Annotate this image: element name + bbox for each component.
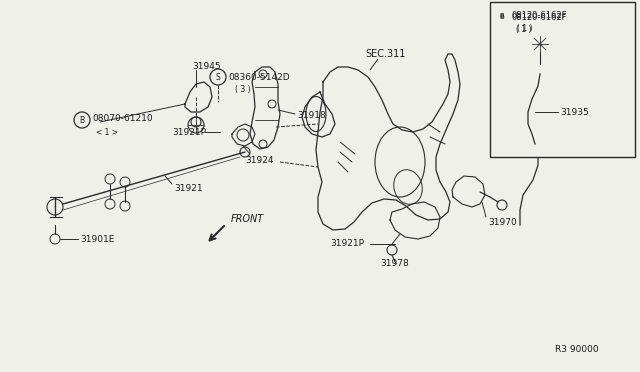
Text: 31921P: 31921P xyxy=(172,128,206,137)
Text: FRONT: FRONT xyxy=(231,214,264,224)
Text: 08070-61210: 08070-61210 xyxy=(92,113,152,122)
Text: 31901E: 31901E xyxy=(80,234,115,244)
Text: B: B xyxy=(79,115,84,125)
Text: ( 1 ): ( 1 ) xyxy=(517,23,532,32)
Text: 31918: 31918 xyxy=(297,110,326,119)
Text: 08360-5142D: 08360-5142D xyxy=(228,73,290,81)
Text: B: B xyxy=(500,14,504,20)
Text: S: S xyxy=(216,73,220,81)
Text: 31970: 31970 xyxy=(488,218,516,227)
Text: 31921P: 31921P xyxy=(330,240,364,248)
Text: < 1 >: < 1 > xyxy=(96,128,118,137)
Bar xyxy=(490,2,635,157)
Text: 31978: 31978 xyxy=(381,260,410,269)
Text: ( 1 ): ( 1 ) xyxy=(516,25,531,33)
Text: 31921: 31921 xyxy=(174,183,203,192)
Text: 31945: 31945 xyxy=(192,61,221,71)
Text: SEC.311: SEC.311 xyxy=(365,49,405,59)
Text: B: B xyxy=(500,13,504,19)
Text: 08120-6162F: 08120-6162F xyxy=(512,13,568,22)
Text: 08120-6162F: 08120-6162F xyxy=(512,10,568,19)
Text: R3 90000: R3 90000 xyxy=(555,346,598,355)
Text: ( 3 ): ( 3 ) xyxy=(235,84,251,93)
Text: 31924: 31924 xyxy=(245,155,273,164)
Text: 31935: 31935 xyxy=(560,108,589,116)
